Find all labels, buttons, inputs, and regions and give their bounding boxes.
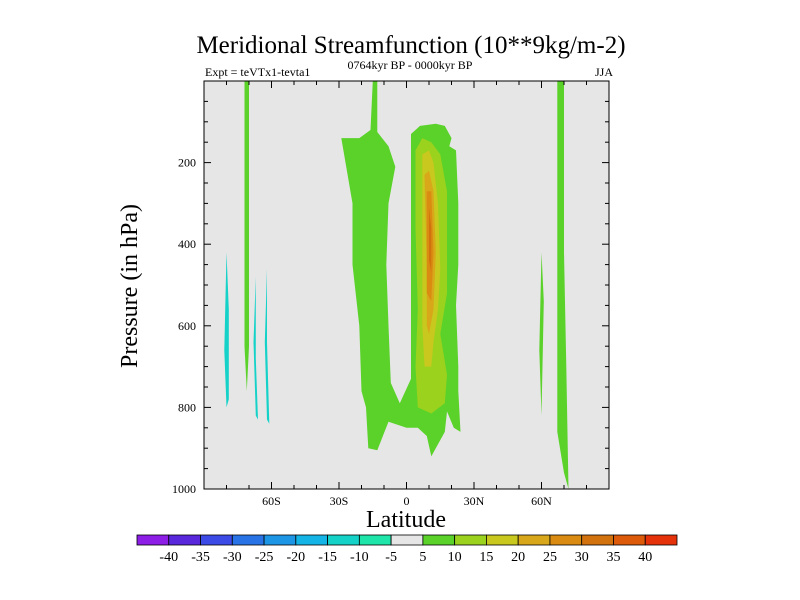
colorbar-label: -25 (255, 550, 274, 565)
colorbar-label: -5 (385, 550, 397, 565)
y-tick-label: 400 (178, 237, 196, 251)
x-tick-label: 30N (464, 494, 485, 508)
colorbar-label: -20 (286, 550, 305, 565)
x-tick-label: 60S (262, 494, 281, 508)
y-axis-ticks: 200 400 600 800 1000 (172, 80, 609, 496)
y-axis-label: Pressure (in hPa) (117, 204, 143, 368)
colorbar-swatch (136, 534, 170, 546)
colorbar-swatch (644, 534, 678, 546)
region-nh-streak-green (557, 81, 569, 489)
x-axis-ticks: 60S 30S 0 30N 60N (203, 81, 610, 508)
y-tick-label: 600 (178, 319, 196, 333)
colorbar-label: -15 (318, 550, 337, 565)
region-main-core-30-35 (429, 207, 432, 273)
colorbar-label: -40 (159, 550, 178, 565)
subtitle-period: 0764kyr BP - 0000kyr BP (348, 58, 473, 72)
region-sh-streak-cyan-1 (224, 252, 229, 408)
plot-area: 60S 30S 0 30N 60N 200 400 600 800 1000 (172, 80, 610, 508)
colorbar-swatch (295, 534, 328, 546)
x-axis-label: Latitude (366, 507, 446, 533)
colorbar-swatch (486, 534, 519, 546)
y-tick-label: 1000 (172, 482, 196, 496)
colorbar-swatch (454, 534, 487, 546)
region-sh-streak-cyan-3 (264, 268, 270, 424)
colorbar-label: 15 (479, 550, 493, 565)
colorbar-swatch (168, 534, 201, 546)
colorbar-swatch (200, 534, 233, 546)
region-sh-streak-green (244, 81, 249, 392)
contour-regions (224, 81, 569, 489)
y-tick-label: 200 (178, 156, 196, 170)
colorbar-label: 25 (543, 550, 557, 565)
colorbar-swatch (358, 534, 392, 546)
x-tick-label: 60N (531, 494, 552, 508)
colorbar-swatch (613, 534, 646, 546)
colorbar-swatch (390, 534, 424, 546)
colorbar: -40 -35 -30 -25 -20 -15 -10 -5 5 10 15 20 25 30 35 40 (136, 534, 678, 565)
colorbar-label: -35 (191, 550, 210, 565)
region-nh-streak-green-small (539, 252, 544, 416)
subtitle-experiment: Expt = teVTx1-tevta1 (205, 65, 310, 79)
x-tick-label: 0 (404, 494, 410, 508)
colorbar-swatch (263, 534, 297, 546)
colorbar-swatch (327, 534, 360, 546)
colorbar-swatch (549, 534, 583, 546)
colorbar-swatch (581, 534, 614, 546)
colorbar-label: 40 (638, 550, 652, 565)
x-tick-label: 30S (330, 494, 349, 508)
colorbar-label: -10 (350, 550, 369, 565)
colorbar-label: 35 (606, 550, 620, 565)
colorbar-label: 30 (575, 550, 589, 565)
y-tick-label: 800 (178, 400, 196, 414)
colorbar-label: -30 (223, 550, 242, 565)
chart-title: Meridional Streamfunction (10**9kg/m-2) (196, 32, 625, 59)
colorbar-swatch (422, 534, 456, 546)
subtitle-season: JJA (595, 65, 613, 79)
colorbar-swatch (517, 534, 551, 546)
region-sh-streak-cyan-2 (253, 276, 258, 420)
colorbar-label: 5 (419, 550, 426, 565)
colorbar-label: 10 (448, 550, 462, 565)
colorbar-swatch (231, 534, 265, 546)
colorbar-label: 20 (511, 550, 525, 565)
